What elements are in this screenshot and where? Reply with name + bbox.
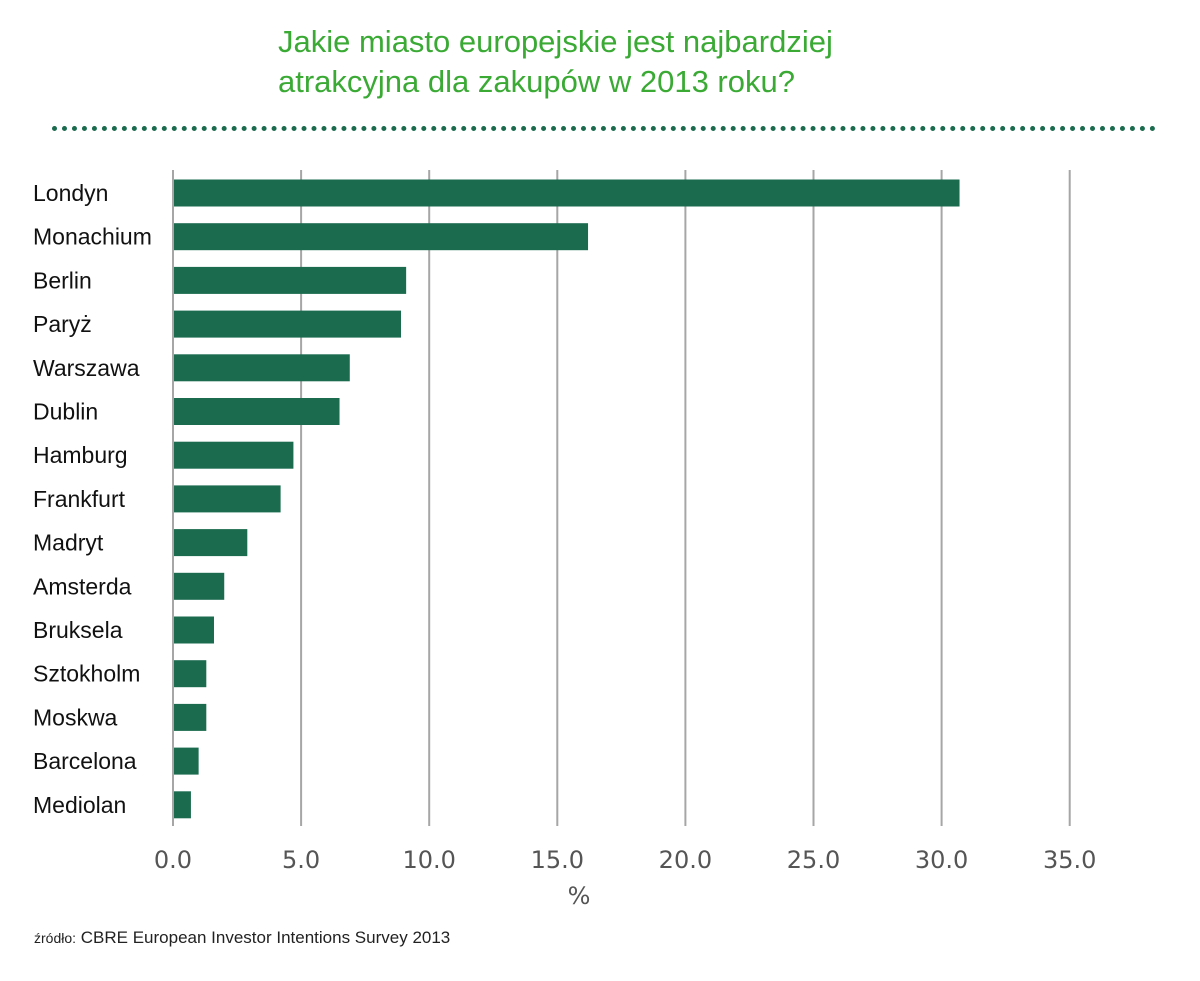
bar: [174, 529, 248, 557]
bar: [174, 179, 960, 207]
category-label: Sztokholm: [33, 661, 140, 687]
source-text: CBRE European Investor Intentions Survey…: [80, 928, 451, 947]
bar: [174, 354, 350, 382]
source-prefix: źródło:: [34, 930, 77, 946]
x-tick-label: 25.0: [787, 846, 840, 874]
x-tick-label: 5.0: [282, 846, 320, 874]
category-label: Moskwa: [33, 704, 118, 730]
category-label: Warszawa: [33, 355, 140, 381]
category-label: Madryt: [33, 530, 104, 556]
title-divider: [52, 126, 1156, 131]
category-label: Dublin: [33, 399, 98, 425]
bar: [174, 747, 199, 775]
x-tick-label: 30.0: [915, 846, 968, 874]
category-label: Berlin: [33, 267, 92, 293]
category-label: Hamburg: [33, 442, 128, 468]
x-axis-tick-labels: 0.0 5.0 10.0 15.0 20.0 25.0 30.0 35.0: [154, 846, 1097, 874]
category-label: Mediolan: [33, 792, 126, 818]
bars: [174, 179, 960, 819]
bar: [174, 441, 294, 469]
x-tick-label: 20.0: [659, 846, 712, 874]
category-label: Frankfurt: [33, 486, 126, 512]
category-label: Londyn: [33, 180, 108, 206]
chart-title-line-2: atrakcyjna dla zakupów w 2013 roku?: [278, 64, 795, 99]
bar: [174, 310, 402, 338]
bar: [174, 485, 281, 513]
category-label: Paryż: [33, 311, 92, 337]
category-label: Bruksela: [33, 617, 123, 643]
x-axis-title: %: [568, 882, 591, 910]
chart-title: Jakie miasto europejskie jest najbardzie…: [278, 22, 978, 102]
category-label: Monachium: [33, 224, 152, 250]
bar: [174, 791, 191, 819]
grid-lines: [172, 170, 1071, 826]
category-labels: Londyn Monachium Berlin Paryż Warszawa Dublin…: [33, 180, 152, 818]
bar: [174, 703, 207, 731]
bar-chart: Londyn Monachium Berlin Paryż Warszawa Dublin…: [33, 170, 1097, 910]
x-tick-label: 35.0: [1043, 846, 1096, 874]
chart-title-line-1: Jakie miasto europejskie jest najbardzie…: [278, 24, 833, 59]
bar: [174, 616, 214, 644]
bar: [174, 660, 207, 688]
x-tick-label: 15.0: [531, 846, 584, 874]
x-tick-label: 0.0: [154, 846, 192, 874]
bar: [174, 223, 589, 251]
category-label: Barcelona: [33, 748, 137, 774]
bar: [174, 398, 340, 425]
source-note: źródło: CBRE European Investor Intention…: [34, 928, 450, 948]
x-tick-label: 10.0: [402, 846, 455, 874]
category-label: Amsterda: [33, 573, 132, 599]
bar: [174, 266, 407, 294]
bar: [174, 572, 225, 600]
